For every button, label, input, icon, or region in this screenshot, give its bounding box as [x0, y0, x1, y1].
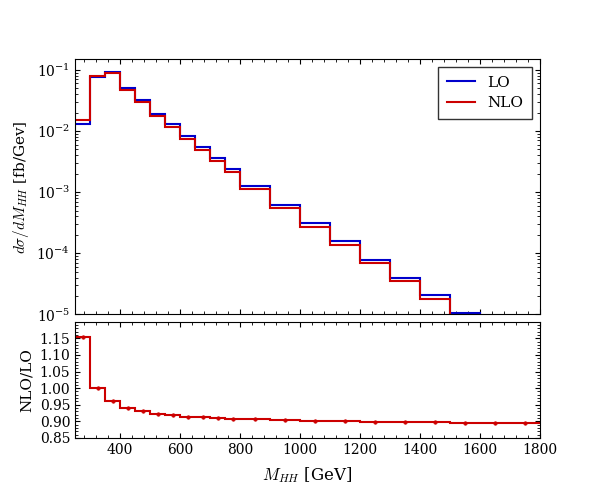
X-axis label: $M_{HH}$ [GeV]: $M_{HH}$ [GeV] — [262, 465, 353, 485]
Y-axis label: $d\sigma/dM_{HH}$ [fb/Gev]: $d\sigma/dM_{HH}$ [fb/Gev] — [11, 120, 31, 253]
Legend: LO, NLO: LO, NLO — [439, 67, 532, 119]
Y-axis label: NLO/LO: NLO/LO — [20, 348, 34, 412]
